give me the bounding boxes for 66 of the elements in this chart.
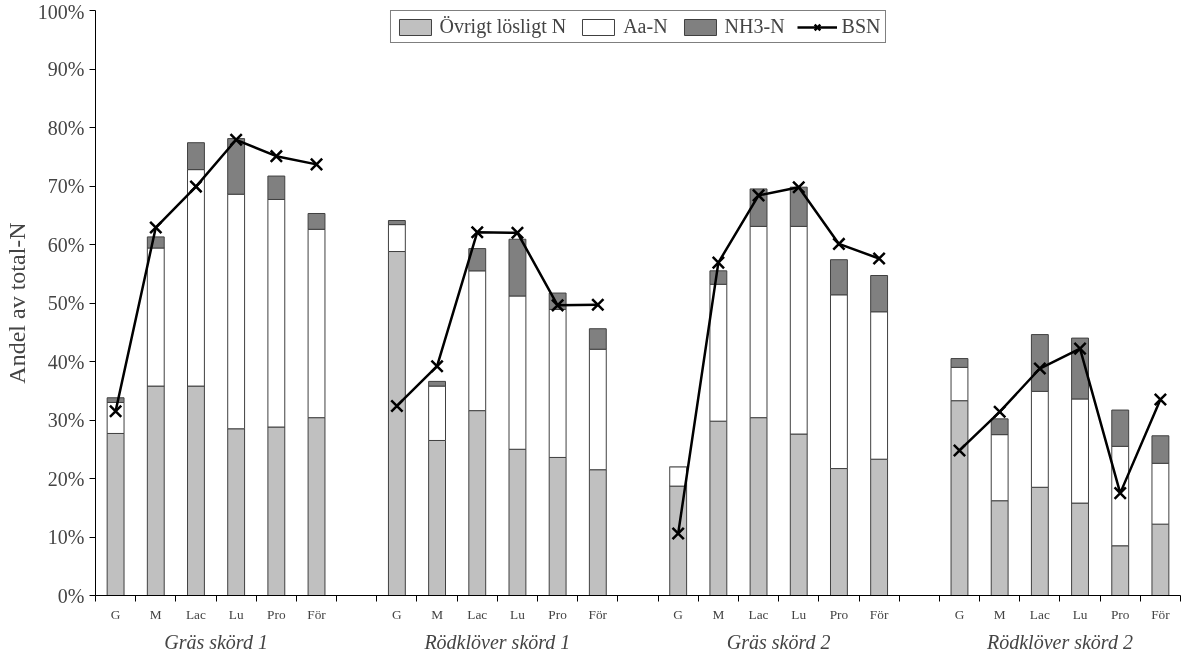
point: [671, 526, 686, 541]
x-tick-label: Pro: [267, 606, 286, 622]
point: [389, 399, 404, 413]
x-tick-label: Pro: [829, 606, 849, 622]
point: [309, 157, 324, 172]
x-tick-label: Lac: [748, 606, 769, 622]
x-tick-label: G: [392, 606, 403, 622]
y-tick-label: 60%: [47, 233, 85, 256]
x-tick-label: För: [869, 606, 889, 622]
y-axis-title: Andel av total-N: [3, 222, 30, 384]
point: [832, 237, 846, 251]
text: Gräs skörd 1: [164, 630, 268, 653]
x-tick-label: Lac: [467, 606, 488, 622]
point: [872, 251, 887, 266]
point: [189, 179, 203, 194]
point: [148, 220, 163, 235]
point: [711, 255, 726, 270]
y-tick-label: 0%: [57, 584, 85, 607]
text: Gräs skörd 2: [726, 630, 831, 653]
legend-label: NH3-N: [724, 15, 785, 38]
point: [952, 443, 967, 458]
point: [470, 225, 485, 240]
x-tick-label: G: [673, 606, 684, 622]
y-tick-label: 10%: [47, 526, 85, 548]
x-tick-label: Lu: [510, 606, 526, 622]
point: [229, 132, 244, 147]
legend-label: BSN: [841, 15, 881, 38]
point: [510, 225, 525, 240]
y-tick-label: 80%: [47, 116, 85, 139]
point: [1113, 486, 1128, 501]
y-tick-label: 40%: [47, 350, 85, 373]
x-tick-label: M: [431, 606, 444, 622]
x-tick-label: Lac: [185, 606, 207, 622]
point: [992, 404, 1007, 419]
x-tick-label: För: [307, 606, 327, 622]
point: [751, 188, 766, 203]
point: [590, 297, 605, 312]
point: [791, 180, 806, 195]
text: Rödklöver skörd 1: [423, 630, 571, 653]
x-tick-label: Lac: [1029, 606, 1050, 622]
x-tick-label: M: [993, 606, 1006, 622]
x-tick-label: Pro: [1110, 606, 1130, 622]
x-tick-label: G: [954, 606, 965, 622]
y-tick-label: 100%: [37, 0, 85, 23]
point: [1073, 341, 1087, 356]
y-tick-label: 50%: [47, 292, 85, 314]
x-tick-label: M: [712, 606, 725, 622]
x-tick-label: Lu: [228, 606, 244, 622]
text: Rödklöver skörd 2: [986, 630, 1133, 653]
x-tick-label: M: [149, 606, 162, 622]
point: [550, 298, 565, 313]
y-tick-label: 20%: [47, 467, 85, 490]
y-tick-label: 70%: [47, 175, 85, 197]
point: [269, 149, 284, 164]
legend-label: Övrigt lösligt N: [439, 15, 567, 38]
x-tick-label: För: [588, 606, 608, 622]
y-tick-label: 90%: [47, 58, 85, 80]
point: [1153, 392, 1168, 407]
legend-label: Aa-N: [623, 15, 668, 38]
x-tick-label: Pro: [548, 606, 568, 622]
x-tick-label: För: [1151, 606, 1171, 622]
x-tick-label: G: [110, 606, 121, 622]
x-tick-label: Lu: [791, 606, 807, 622]
x-tick-label: Lu: [1072, 606, 1088, 622]
point: [430, 359, 444, 374]
y-tick-label: 30%: [47, 409, 85, 431]
